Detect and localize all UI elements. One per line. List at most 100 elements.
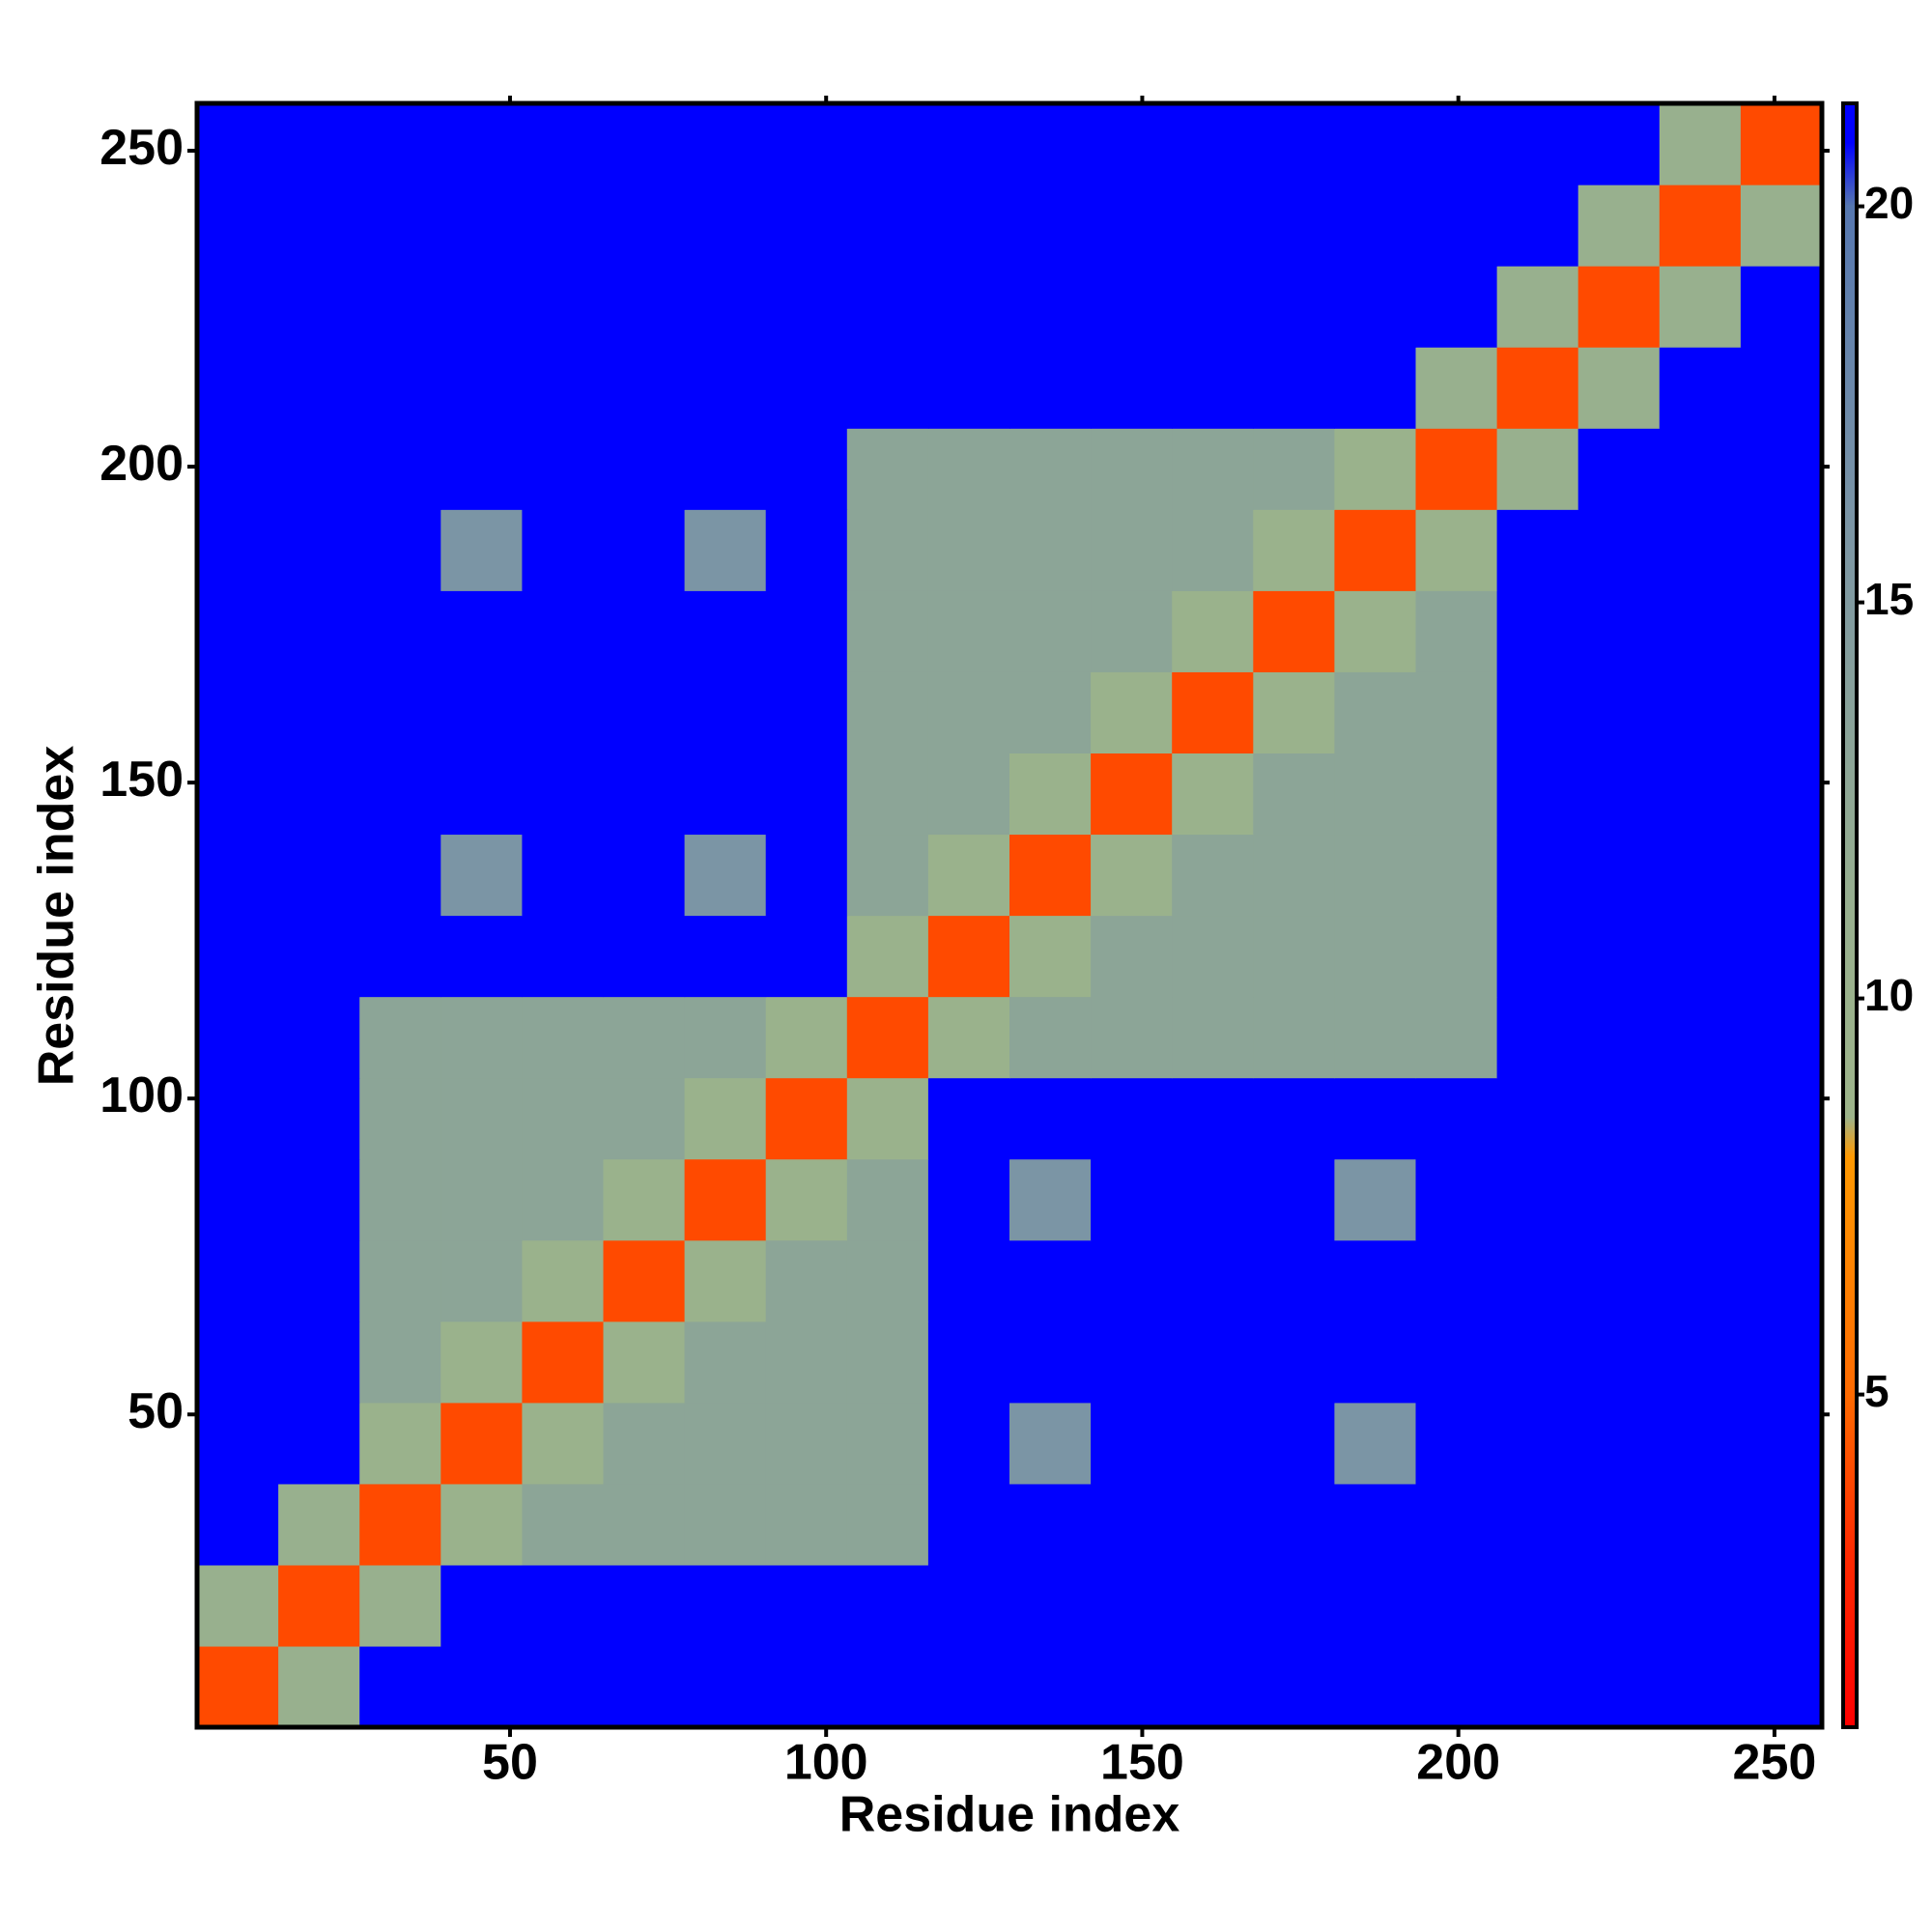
heatmap-cell xyxy=(197,1321,279,1404)
heatmap-cell xyxy=(1659,185,1742,267)
heatmap-cell xyxy=(1659,671,1742,753)
x-tick-label: 200 xyxy=(1416,1735,1500,1791)
heatmap-cell xyxy=(1740,1158,1823,1241)
heatmap-cell xyxy=(684,103,767,185)
heatmap-cell xyxy=(278,753,360,836)
heatmap-cell xyxy=(1415,1158,1498,1241)
heatmap-cell xyxy=(1659,1158,1742,1241)
heatmap-cell xyxy=(1659,1077,1742,1160)
heatmap-cell xyxy=(684,185,767,267)
heatmap-cell xyxy=(1172,266,1254,348)
heatmap-cell xyxy=(765,266,848,348)
heatmap-cell xyxy=(1009,834,1092,917)
heatmap-cell xyxy=(927,1645,1010,1728)
heatmap-cell xyxy=(927,1321,1010,1404)
heatmap-cell xyxy=(1577,428,1661,510)
heatmap-cell xyxy=(1091,185,1173,267)
heatmap-cell xyxy=(765,671,848,753)
heatmap-cell xyxy=(1091,1239,1173,1322)
heatmap-cell xyxy=(1415,671,1498,753)
heatmap-cell xyxy=(1577,915,1661,998)
heatmap-cell xyxy=(846,1564,929,1647)
heatmap-cell xyxy=(603,1321,686,1404)
heatmap-cell xyxy=(684,753,767,836)
heatmap-cell xyxy=(603,428,686,510)
heatmap-cell xyxy=(1334,1564,1417,1647)
heatmap-cell xyxy=(278,509,360,591)
heatmap-cell xyxy=(765,347,848,429)
heatmap-cell xyxy=(846,509,929,591)
heatmap-cell xyxy=(278,1321,360,1404)
heatmap-cell xyxy=(1334,753,1417,836)
heatmap-cell xyxy=(1415,996,1498,1079)
heatmap-cell xyxy=(1172,915,1254,998)
heatmap-cell xyxy=(1415,1402,1498,1485)
heatmap-cell xyxy=(1009,590,1092,672)
heatmap-cell xyxy=(359,1564,441,1647)
x-tick-label: 150 xyxy=(1100,1735,1184,1791)
heatmap-cell xyxy=(1172,1483,1254,1566)
heatmap-cell xyxy=(684,1483,767,1566)
heatmap-cell xyxy=(1577,1077,1661,1160)
heatmap-cell xyxy=(359,185,441,267)
heatmap-cell xyxy=(603,347,686,429)
heatmap-cell xyxy=(1740,753,1823,836)
heatmap-cell xyxy=(1091,753,1173,836)
heatmap-cell xyxy=(1334,266,1417,348)
heatmap-cell xyxy=(846,834,929,917)
heatmap-cell xyxy=(1577,347,1661,429)
heatmap-cell xyxy=(1740,509,1823,591)
heatmap-cell xyxy=(1740,915,1823,998)
heatmap-cell xyxy=(927,590,1010,672)
heatmap-cell xyxy=(846,347,929,429)
heatmap-cell xyxy=(1740,266,1823,348)
heatmap-cell xyxy=(1577,509,1661,591)
heatmap-cell xyxy=(1659,753,1742,836)
heatmap-cell xyxy=(684,509,767,591)
heatmap-cell xyxy=(684,1158,767,1241)
heatmap-cell xyxy=(440,1321,523,1404)
heatmap-cell xyxy=(278,996,360,1079)
heatmap-cell xyxy=(603,671,686,753)
heatmap-cell xyxy=(603,1483,686,1566)
heatmap-cell xyxy=(1577,1645,1661,1728)
heatmap-cell xyxy=(603,996,686,1079)
heatmap-cell xyxy=(1253,185,1335,267)
heatmap-cell xyxy=(1496,103,1579,185)
heatmap-cell xyxy=(1253,1239,1335,1322)
heatmap-cell xyxy=(846,996,929,1079)
heatmap-cell xyxy=(927,185,1010,267)
heatmap-cell xyxy=(278,1077,360,1160)
heatmap-cell xyxy=(1659,1239,1742,1322)
heatmap-cell xyxy=(522,428,605,510)
heatmap-cell xyxy=(359,1402,441,1485)
heatmap-cell xyxy=(440,509,523,591)
heatmap-cell xyxy=(846,915,929,998)
heatmap-cell xyxy=(359,1239,441,1322)
heatmap-cell xyxy=(927,103,1010,185)
heatmap-cell xyxy=(197,1158,279,1241)
heatmap-cell xyxy=(1091,834,1173,917)
heatmap-cell xyxy=(684,915,767,998)
heatmap-cell xyxy=(1496,915,1579,998)
heatmap-cell xyxy=(1091,347,1173,429)
heatmap-cell xyxy=(359,1645,441,1728)
heatmap-cell xyxy=(1659,1645,1742,1728)
heatmap-cell xyxy=(1577,1239,1661,1322)
heatmap-cell xyxy=(846,1645,929,1728)
heatmap-cell xyxy=(1496,1402,1579,1485)
heatmap-cell xyxy=(359,996,441,1079)
heatmap-cell xyxy=(522,671,605,753)
heatmap-cell xyxy=(1334,1645,1417,1728)
heatmap-cell xyxy=(846,753,929,836)
heatmap-cell xyxy=(1659,428,1742,510)
heatmap-cell xyxy=(1091,1321,1173,1404)
y-tick-label: 150 xyxy=(99,752,184,808)
heatmap-cell xyxy=(1091,1402,1173,1485)
heatmap-cell xyxy=(1740,1564,1823,1647)
heatmap-cell xyxy=(359,1077,441,1160)
heatmap-cell xyxy=(1091,1645,1173,1728)
heatmap-cell xyxy=(1496,1321,1579,1404)
heatmap-cell xyxy=(684,347,767,429)
heatmap-cell xyxy=(1415,1564,1498,1647)
